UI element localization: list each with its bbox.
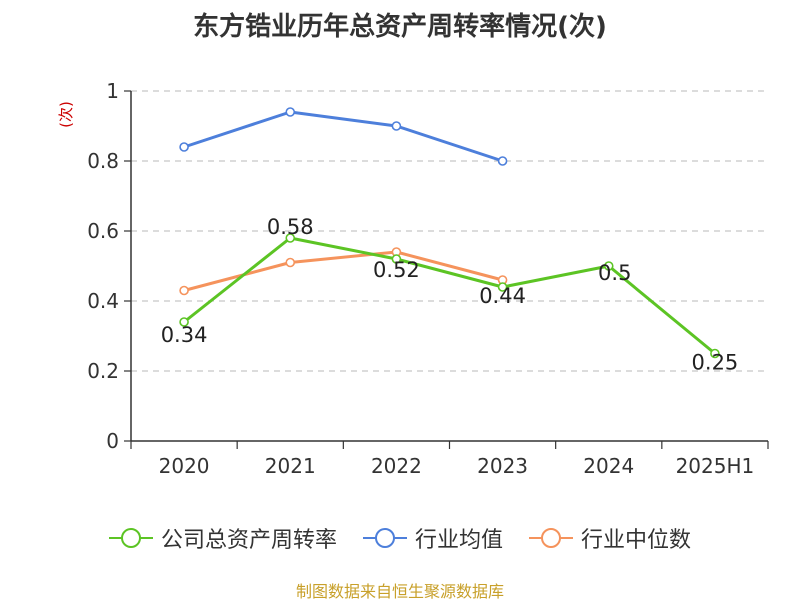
legend-label-industry-median: 行业中位数 [581,528,692,553]
legend-marker-company-icon [108,528,153,548]
axes: 0 0.2 0.4 0.6 0.8 1 2020 2021 2022 2023 2024 2025H1 [87,79,769,478]
y-tick-label: 1 [106,79,119,103]
data-point[interactable] [285,107,296,117]
data-point[interactable] [497,282,508,292]
x-tick-label: 2021 [265,454,316,478]
data-point[interactable] [285,233,296,243]
data-point[interactable] [603,261,614,271]
legend-marker-industry-mean-icon [362,528,407,548]
series-line [183,110,504,163]
data-point[interactable] [179,285,189,296]
legend-label-company: 公司总资产周转率 [160,528,337,553]
y-tick-label: 0.8 [87,149,119,173]
legend-item-company[interactable]: 公司总资产周转率 [108,522,337,554]
legend-label-industry-mean: 行业均值 [414,528,503,553]
x-tick-label: 2024 [583,454,634,478]
series-line [183,236,716,355]
legend: 公司总资产周转率 行业均值 行业中位数 [0,518,800,558]
chart-title: 东方锆业历年总资产周转率情况(次) [193,12,607,42]
y-tick-label: 0.4 [87,289,119,313]
data-point[interactable] [179,317,189,327]
y-tick-label: 0.2 [87,359,119,383]
legend-item-industry-mean[interactable]: 行业均值 [362,522,503,554]
data-labels: 0.34 0.58 0.52 0.44 0.5 0.25 [161,215,739,375]
data-point[interactable] [179,142,189,152]
data-point[interactable] [285,257,296,268]
x-tick-label: 2025H1 [676,454,755,478]
data-point[interactable] [497,156,508,166]
x-tick-label: 2020 [159,454,210,478]
y-tick-label: 0.6 [87,219,119,243]
x-tick-label: 2023 [477,454,528,478]
data-point[interactable] [391,121,402,131]
data-source-note: 制图数据来自恒生聚源数据库 [295,582,504,601]
series-lines [179,107,720,359]
y-tick-label: 0 [106,429,119,453]
data-label: 0.5 [598,261,631,285]
data-label: 0.58 [267,215,314,239]
legend-item-industry-median[interactable]: 行业中位数 [529,522,691,554]
x-tick-label: 2022 [371,454,422,478]
data-label: 0.44 [479,284,526,308]
legend-marker-industry-median-icon [529,528,573,548]
data-point[interactable] [710,348,720,359]
series-line [183,250,503,292]
data-label: 0.52 [373,258,420,282]
data-point[interactable] [391,254,402,264]
data-label: 0.25 [692,351,739,375]
data-label: 0.34 [161,323,208,347]
grid-lines [131,90,768,372]
